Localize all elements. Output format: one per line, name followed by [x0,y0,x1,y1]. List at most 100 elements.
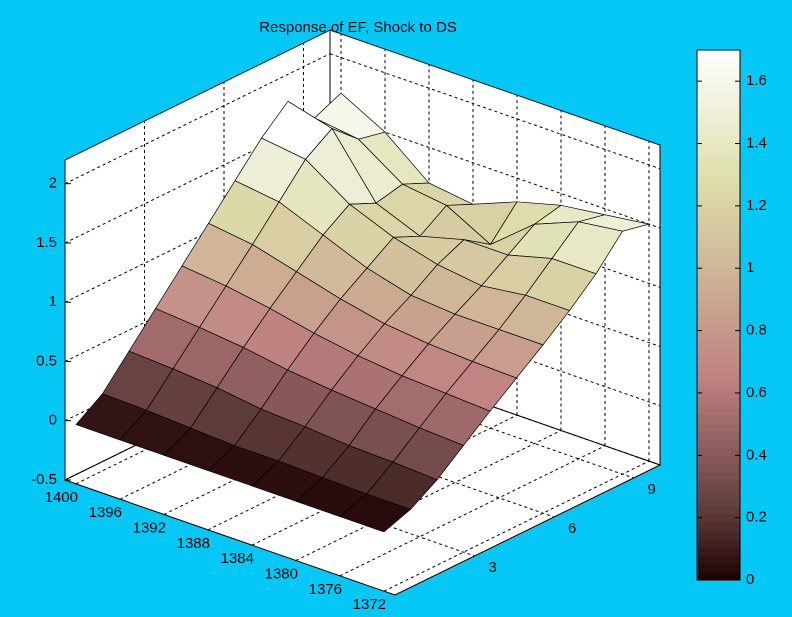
colorbar-cell [697,530,740,540]
grid-line [329,112,661,229]
colorbar-cell [697,381,740,391]
grid-line [64,112,331,244]
colorbar-cell [697,66,740,76]
colorbar-cell [697,281,740,291]
x-tick-label: 1376 [309,581,342,598]
colorbar-cell [697,223,740,233]
colorbar-cell [697,174,740,183]
x-tick-label: 1400 [45,489,78,506]
x-tick-label: 1392 [133,519,166,536]
colorbar-tick-label: 0 [746,571,754,588]
colorbar-tick-label: 1.6 [746,72,767,89]
grid-line [383,460,650,592]
grid-line [64,231,331,362]
grid-line [64,53,331,185]
grid-line [295,430,562,561]
colorbar-cell [697,190,740,200]
colorbar-cell [697,439,740,448]
colorbar-cell [697,397,740,407]
colorbar-cell [697,488,740,498]
colorbar-cell [697,422,740,432]
colorbar-cell [697,265,740,275]
colorbar-cell [697,74,740,84]
colorbar-cell [697,116,740,126]
colorbar-cell [697,232,740,241]
colorbar-cell [697,447,740,457]
colorbar-cell [697,497,740,506]
colorbar-cell [697,406,740,415]
colorbar-cell [697,331,740,341]
colorbar-cell [697,356,740,366]
colorbar-cell [697,248,740,258]
colorbar-cell [697,290,740,299]
grid-line [339,445,606,577]
colorbar-cell [697,513,740,523]
x-tick-label: 1372 [353,596,386,613]
y-tick-label: 6 [568,520,576,537]
y-tick-label: 9 [648,481,656,498]
colorbar-tick-label: 1.2 [746,197,767,214]
colorbar-cell [697,546,740,556]
grid-line [119,368,386,500]
colorbar-cell [697,389,740,399]
colorbar-cell [697,323,740,333]
colorbar-cell [697,132,740,142]
colorbar-tick-label: 0.8 [746,322,767,339]
colorbar-cell [697,157,740,167]
colorbar-tick-label: 0.2 [746,509,767,526]
grid-line [163,384,430,515]
colorbar-cell [697,372,740,382]
x-tick-label: 1384 [221,550,254,567]
y-tick-label: 3 [489,559,497,576]
colorbar-cell [697,257,740,266]
colorbar-cell [697,182,740,192]
grid-line [207,399,474,531]
colorbar-tick-label: 1 [746,259,754,276]
colorbar-tick-label: 1.4 [746,134,767,151]
colorbar-cell [697,141,740,150]
grid-line [329,53,661,170]
colorbar-cell [697,99,740,109]
colorbar-cell [697,480,740,490]
z-tick-label: 0 [49,412,57,429]
colorbar-cell [697,298,740,308]
colorbar-cell [697,124,740,134]
colorbar-cell [697,522,740,531]
colorbar-cell [697,240,740,250]
z-tick-label: -0.5 [31,471,57,488]
colorbar-cell [697,555,740,564]
z-tick-label: 2 [49,175,57,192]
colorbar-cell [697,273,740,283]
x-tick-label: 1380 [265,565,298,582]
colorbar-cell [697,50,740,59]
colorbar-cell [697,430,740,440]
colorbar-cell [697,199,740,208]
z-tick-label: 1.5 [36,234,57,251]
colorbar-cell [697,107,740,117]
colorbar-cell [697,364,740,374]
colorbar-cell [697,464,740,473]
surface-patch [339,493,412,533]
colorbar-cell [697,563,740,573]
chart-title: Response of EF, Shock to DS [259,19,457,36]
colorbar-cell [697,472,740,482]
z-tick-label: 1 [49,293,57,310]
colorbar-cell [697,505,740,515]
colorbar-cell [697,455,740,465]
x-tick-label: 1388 [177,535,210,552]
colorbar-cell [697,414,740,424]
colorbar-cell [697,207,740,217]
grid-line [75,353,342,485]
colorbar-cell [697,149,740,159]
colorbar-cell [697,58,740,68]
grid-line [251,414,518,546]
colorbar-cell [697,571,740,581]
colorbar-cell [697,165,740,175]
colorbar-cell [697,315,740,324]
colorbar-frame [696,49,741,581]
x-tick-label: 1396 [89,504,122,521]
colorbar-tick-label: 0.4 [746,446,767,463]
colorbar-cell [697,91,740,101]
colorbar-cell [697,538,740,548]
